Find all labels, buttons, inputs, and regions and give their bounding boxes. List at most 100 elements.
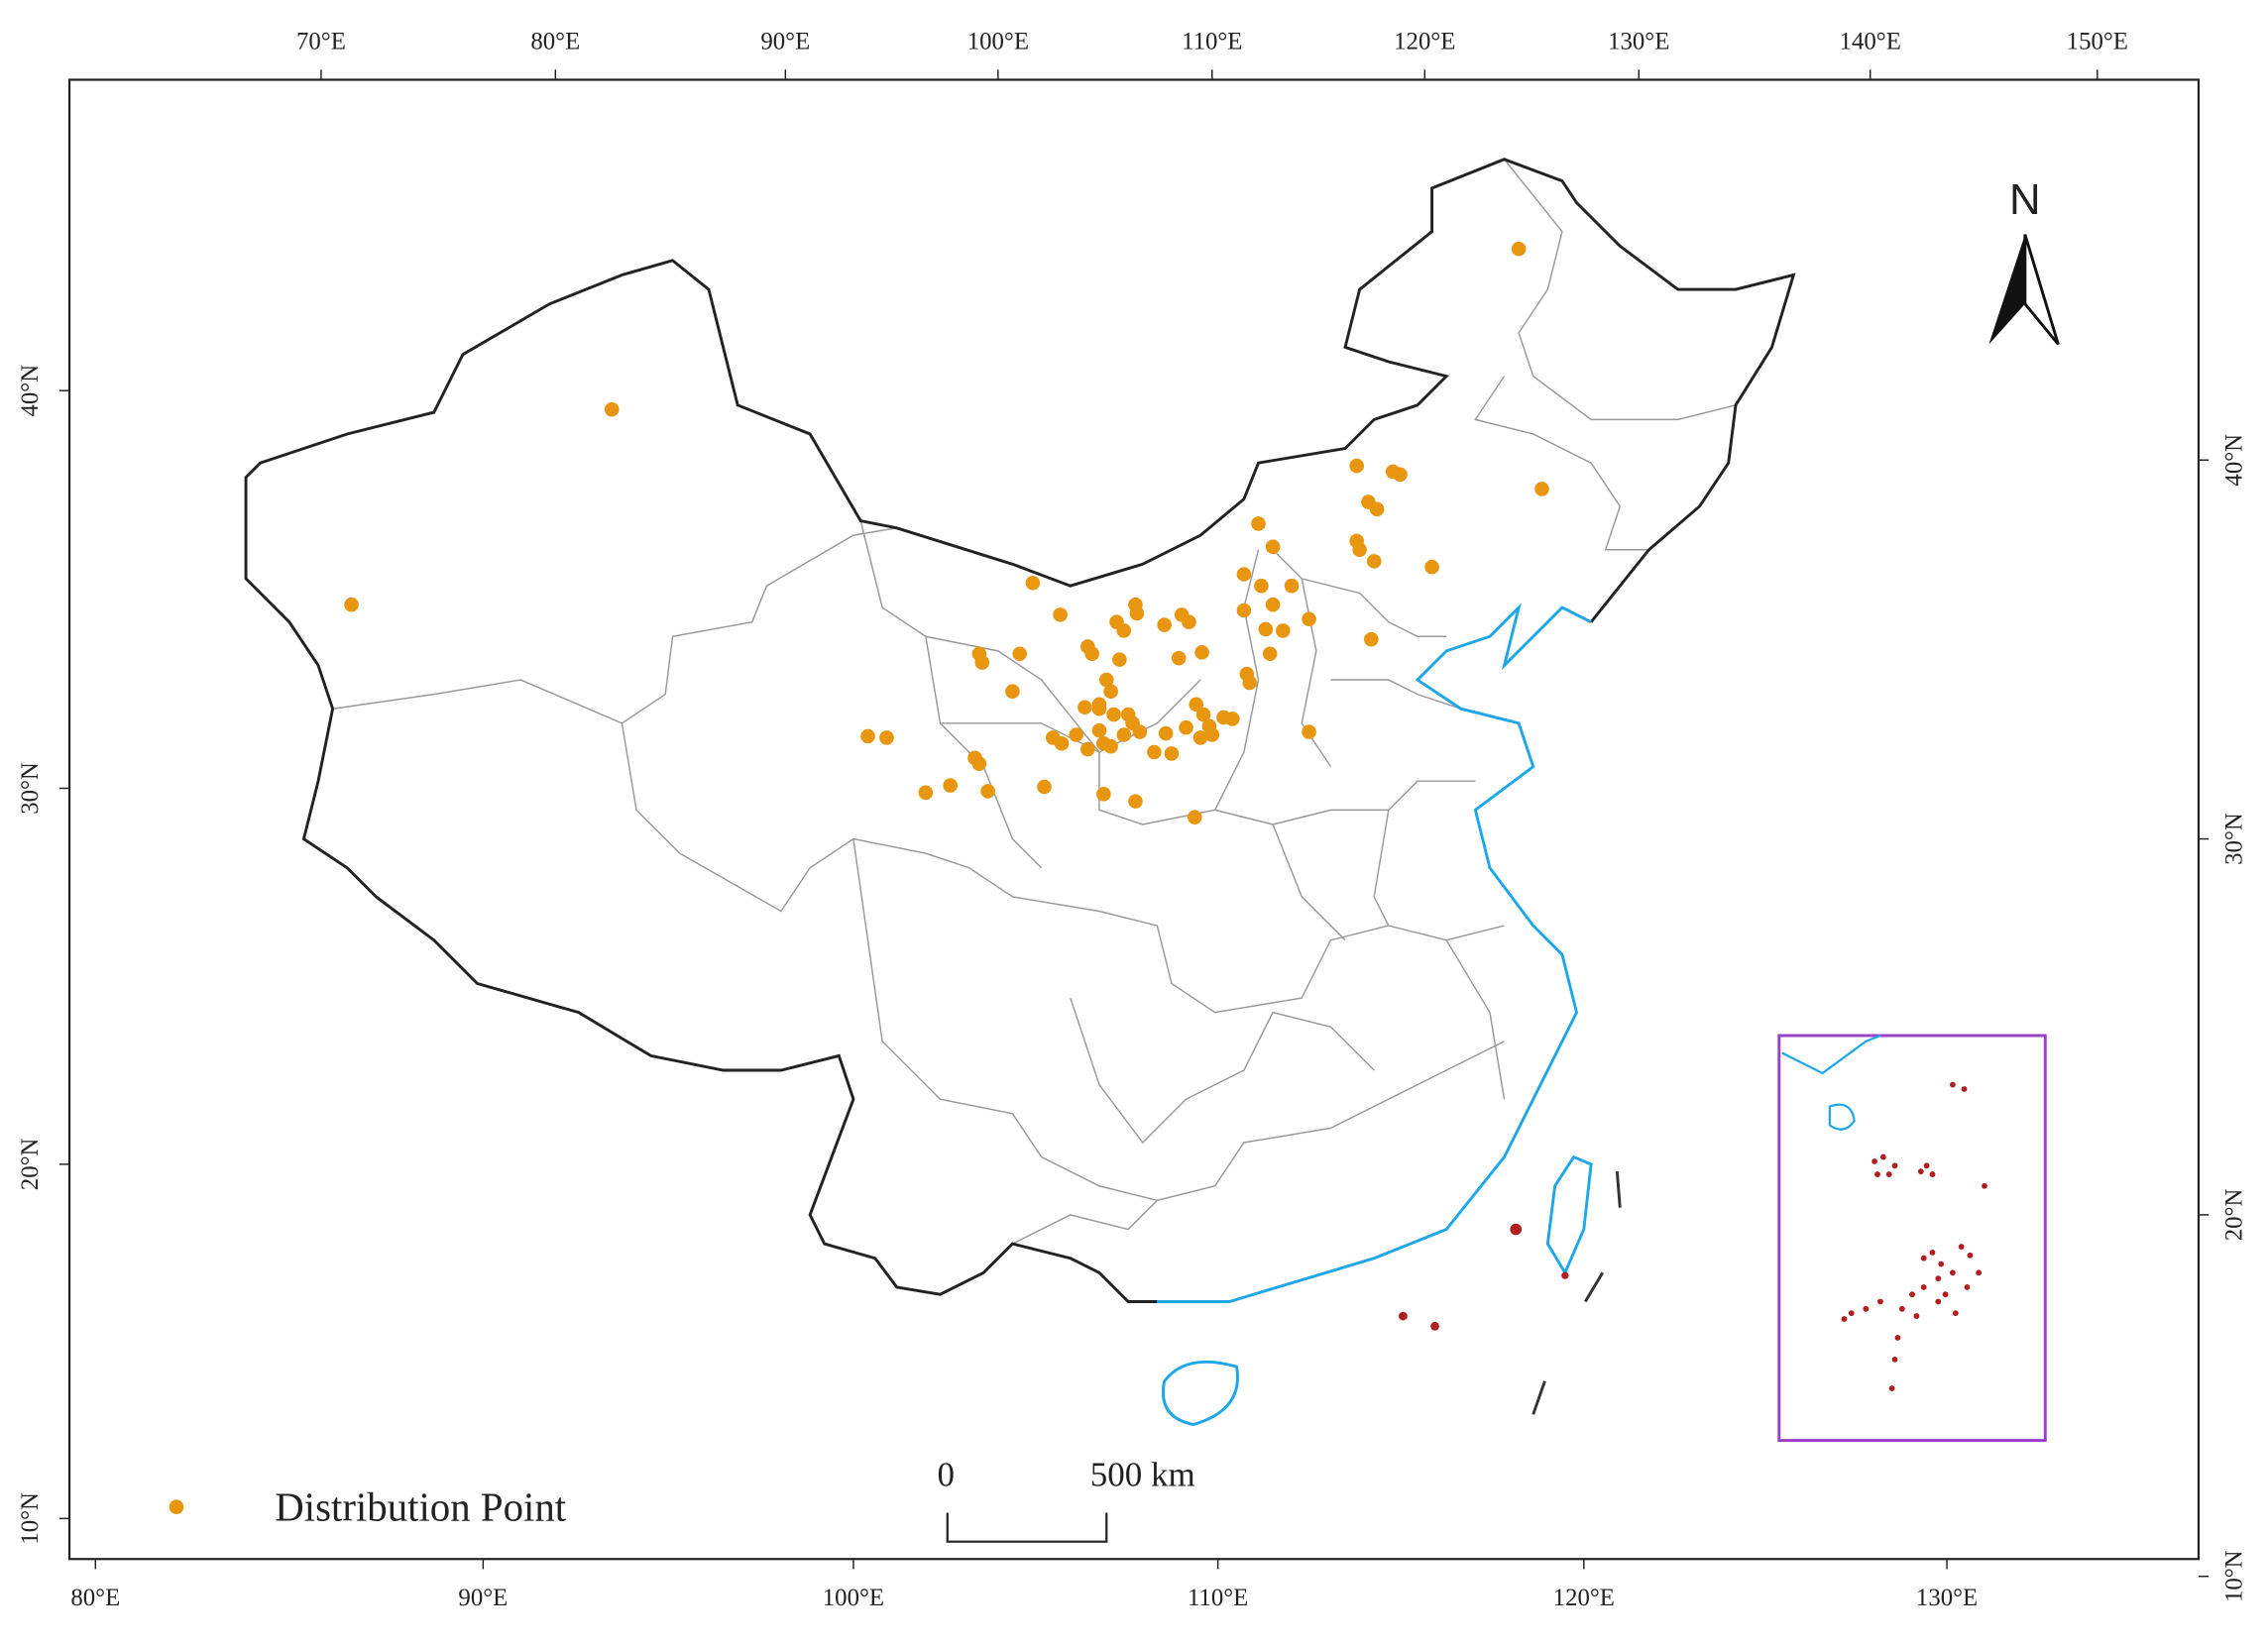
distribution-point <box>1096 787 1111 802</box>
distribution-point <box>1349 458 1365 474</box>
right-tick-label: 20°N <box>2221 1189 2248 1242</box>
top-tick-label: 100°E <box>967 29 1029 55</box>
inset-island <box>1929 1171 1936 1177</box>
inset-island <box>1958 1244 1965 1250</box>
distribution-point <box>1053 607 1068 622</box>
inset-island <box>1841 1316 1848 1322</box>
scale-end: 500 km <box>1090 1456 1195 1494</box>
coastline <box>1157 603 1592 1303</box>
top-tick-label: 90°E <box>760 29 810 55</box>
distribution-point <box>1302 611 1316 627</box>
distribution-point <box>1080 741 1095 757</box>
inset-island <box>1888 1385 1895 1391</box>
distribution-point <box>943 778 958 793</box>
distribution-point <box>1106 707 1121 722</box>
distribution-point <box>1025 575 1041 591</box>
inset-island <box>1913 1313 1920 1319</box>
distribution-point <box>1128 794 1143 809</box>
inset-island <box>1917 1168 1924 1175</box>
inset-island <box>1942 1291 1949 1298</box>
distribution-point <box>1037 779 1052 795</box>
distribution-point <box>918 785 934 801</box>
distribution-point <box>1187 810 1202 824</box>
distribution-points <box>344 241 1549 824</box>
distribution-point <box>1352 542 1367 558</box>
distribution-point <box>1194 645 1209 660</box>
distribution-point <box>1182 614 1196 629</box>
distribution-point <box>1012 646 1028 662</box>
distribution-point <box>1116 727 1132 742</box>
distribution-point <box>1157 617 1172 632</box>
distribution-point <box>1005 684 1020 700</box>
inset-coast <box>1781 1034 1881 1131</box>
distribution-point <box>1084 646 1099 662</box>
bottom-tick-label: 90°E <box>458 1585 508 1611</box>
inset-island <box>1877 1298 1883 1305</box>
inset-island <box>1961 1086 1968 1092</box>
distribution-point <box>1132 724 1148 739</box>
islands <box>1399 1223 1569 1331</box>
distribution-point <box>1511 241 1527 257</box>
distribution-point <box>1265 539 1281 555</box>
scale-start: 0 <box>938 1456 956 1494</box>
distribution-point <box>1534 482 1549 496</box>
distribution-point <box>1129 605 1145 621</box>
distribution-point <box>1302 724 1316 739</box>
distribution-point <box>1284 578 1300 594</box>
bottom-tick-label: 120°E <box>1553 1585 1615 1611</box>
distribution-point <box>1179 719 1193 735</box>
right-tick-label: 40°N <box>2221 434 2248 487</box>
left-tick-label: 20°N <box>17 1138 44 1190</box>
distribution-point <box>1366 554 1382 569</box>
distribution-point <box>1112 652 1127 667</box>
inset-island <box>1982 1182 1987 1189</box>
inset-island <box>1949 1269 1956 1276</box>
scale-bar: 0 500 km <box>938 1456 1195 1543</box>
distribution-point <box>1393 467 1408 483</box>
inset-island <box>1967 1252 1974 1259</box>
inset-island <box>1935 1275 1942 1282</box>
inset-islands <box>1841 1081 1987 1391</box>
distribution-point <box>1098 672 1114 688</box>
inset-island <box>1894 1335 1901 1341</box>
inset-island <box>1909 1291 1915 1298</box>
distribution-point <box>1276 623 1291 638</box>
distribution-point <box>344 597 359 612</box>
bottom-tick-label: 130°E <box>1916 1585 1978 1611</box>
inset-island <box>1898 1305 1905 1312</box>
distribution-point <box>1091 701 1107 716</box>
distribution-point <box>604 401 620 417</box>
left-tick-label: 30°N <box>17 762 44 815</box>
distribution-point <box>1054 735 1070 751</box>
distribution-point <box>1254 578 1269 594</box>
legend-label: Distribution Point <box>275 1484 567 1529</box>
distribution-point <box>1369 501 1385 517</box>
inset-island <box>1923 1162 1930 1169</box>
distribution-point <box>1192 730 1208 745</box>
distribution-point <box>1171 650 1187 666</box>
inset-island <box>1920 1283 1927 1290</box>
distribution-point <box>1147 744 1162 760</box>
distribution-point <box>1265 597 1281 612</box>
distribution-point <box>1424 559 1439 575</box>
distribution-point <box>971 756 987 771</box>
hainan <box>1162 1360 1239 1427</box>
inset-island <box>1885 1171 1892 1177</box>
inset-island <box>1949 1081 1956 1088</box>
distribution-point <box>1077 700 1092 715</box>
inset-island <box>1920 1255 1927 1262</box>
inset-island <box>1952 1310 1959 1317</box>
distribution-point <box>1189 697 1204 713</box>
north-arrow: N <box>1988 175 2060 346</box>
top-tick-label: 130°E <box>1608 29 1669 55</box>
top-tick-label: 150°E <box>2067 29 2128 55</box>
top-tick-label: 80°E <box>530 29 580 55</box>
bottom-tick-label: 100°E <box>823 1585 884 1611</box>
national-border <box>244 158 1796 1303</box>
distribution-point <box>1103 738 1118 754</box>
graticule-ticks: 70°E 80°E 90°E 100°E 110°E 120°E 130°E 140°E 150… <box>17 29 2248 1611</box>
distribution-point <box>1116 623 1132 638</box>
distribution-point <box>1224 712 1240 726</box>
bottom-tick-label: 110°E <box>1188 1585 1248 1611</box>
